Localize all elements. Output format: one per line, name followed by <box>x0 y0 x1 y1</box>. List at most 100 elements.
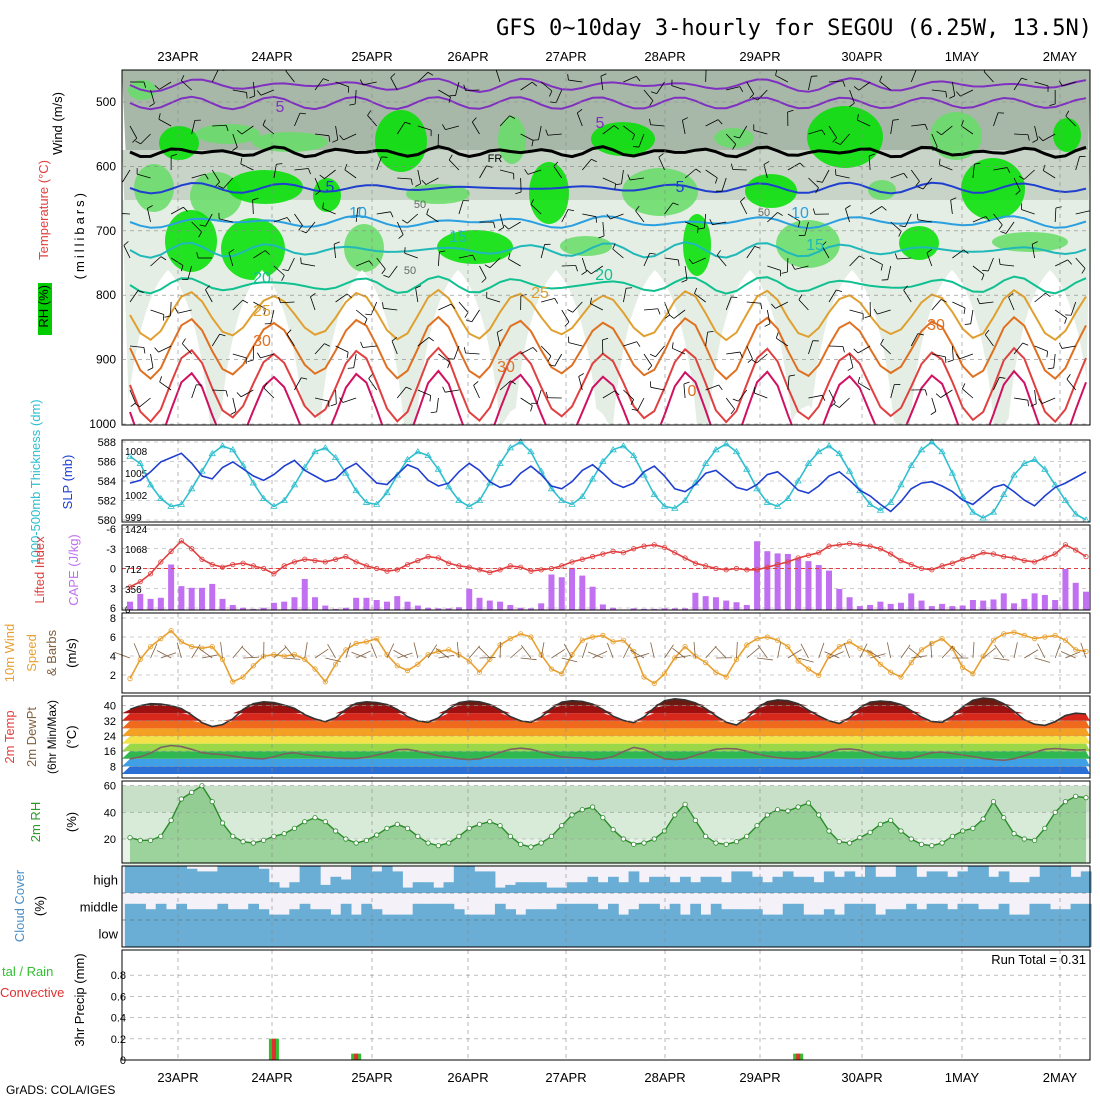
rh-tick-label: 20 <box>104 834 116 846</box>
cape-bar <box>312 597 319 610</box>
wind-barb <box>273 217 288 223</box>
wind-barb-flag <box>1046 351 1048 358</box>
thickness-line-marker <box>146 481 155 488</box>
li-line-marker <box>322 559 328 565</box>
cloud-cell <box>978 920 989 947</box>
wind-barb-flag <box>1006 167 1011 174</box>
rh-marker <box>456 833 462 839</box>
cape-bar <box>630 608 637 610</box>
cloud-cell <box>453 920 465 947</box>
wind-barb-flag <box>682 117 688 121</box>
dewpt-line <box>129 744 1087 762</box>
wind-barb-flag <box>364 318 368 325</box>
li-line-marker <box>651 542 657 548</box>
li-line-marker <box>291 559 298 565</box>
li-line-marker <box>559 563 565 569</box>
wind-barb <box>325 657 341 662</box>
precip-legend-rain: tal / Rain <box>2 964 53 979</box>
wind-barb-flag <box>821 129 826 136</box>
cloud-cell <box>525 882 537 893</box>
wind-barb <box>621 169 624 184</box>
rh-marker <box>528 844 534 850</box>
cloud-cell <box>330 914 342 920</box>
thickness-line-marker <box>547 485 556 492</box>
wind-barb-flag <box>493 222 496 229</box>
wind-speed-line-marker <box>836 643 842 650</box>
rh-marker <box>302 819 308 825</box>
wind-barb <box>746 345 753 359</box>
wind-barb <box>887 265 892 280</box>
wind-barb <box>314 177 321 192</box>
wind-barb <box>314 397 329 402</box>
wind-speed-line-marker <box>620 637 627 643</box>
wind-barb <box>1060 651 1076 659</box>
panel-bg <box>122 950 1090 1060</box>
cloud-cell <box>227 920 239 947</box>
wind-barb-flag <box>1045 292 1051 297</box>
wind-barb <box>612 248 624 259</box>
wind-barb <box>798 657 814 663</box>
cloud-cell <box>453 866 465 893</box>
cape-bar <box>497 601 504 610</box>
wind-barb <box>1034 345 1048 352</box>
cape-bar <box>527 608 534 610</box>
wind-barb <box>630 177 645 181</box>
temp-band <box>122 705 1090 714</box>
wind-barb <box>540 244 545 259</box>
wind-barb <box>486 297 501 303</box>
slp-tick-label: 999 <box>125 513 142 524</box>
wind-barb-flag <box>132 137 138 143</box>
wind-barb <box>683 384 686 399</box>
wind-barb-flag <box>402 219 408 224</box>
wind-barb-flag <box>657 308 661 315</box>
wind-barb <box>1042 133 1056 142</box>
cloud-cell <box>926 903 938 920</box>
cloud-cell <box>813 920 825 947</box>
cloud-cell <box>145 920 157 947</box>
wind-barb <box>650 124 665 127</box>
temp-band <box>122 758 1090 767</box>
wind-barb <box>581 159 592 171</box>
wind-barb-flag <box>612 243 616 250</box>
thickness-line-marker <box>588 475 597 482</box>
cape-bar <box>671 608 678 610</box>
cloud-cell <box>402 920 414 947</box>
wind-barb <box>775 75 789 83</box>
wind-barb-flag <box>180 75 185 81</box>
cloud-cell <box>207 909 218 920</box>
wind-barb <box>496 332 501 347</box>
wind-barb <box>527 169 542 175</box>
wind-barb <box>869 257 883 265</box>
cape-bar <box>322 605 329 610</box>
wind-barb <box>417 389 431 396</box>
wind-barb <box>294 213 303 226</box>
wind-barb <box>273 265 285 276</box>
li-line-marker <box>466 564 472 570</box>
rh-legend-swatch <box>38 283 52 335</box>
rh-marker <box>836 839 842 845</box>
wind-barb <box>140 133 151 145</box>
cloud-cell <box>700 920 712 947</box>
wind-barb <box>890 221 902 232</box>
wind-barb-flag <box>264 250 270 255</box>
wind-barb <box>911 655 928 659</box>
cloud-cell <box>279 914 290 920</box>
cloud-cell <box>608 876 619 893</box>
wind-barb-flag <box>1022 342 1029 346</box>
cloud-cell <box>186 920 198 947</box>
wind-barb <box>839 397 850 408</box>
wind-barb <box>951 646 963 659</box>
thickness-line-marker <box>444 483 453 490</box>
li-line-marker <box>158 559 164 565</box>
wind-barb <box>798 299 809 311</box>
wind-barb-flag <box>787 109 794 113</box>
wind-barb-flag <box>1000 231 1007 234</box>
cloud-cell <box>803 920 815 947</box>
wind-barb <box>220 642 223 659</box>
wind-barb-flag <box>143 81 146 88</box>
thickness-line <box>129 440 1087 521</box>
wind-barb <box>241 646 254 659</box>
cloud-cell <box>268 882 280 893</box>
temp-tick-label: 32 <box>104 716 116 728</box>
rh-moist-patch <box>344 224 384 272</box>
